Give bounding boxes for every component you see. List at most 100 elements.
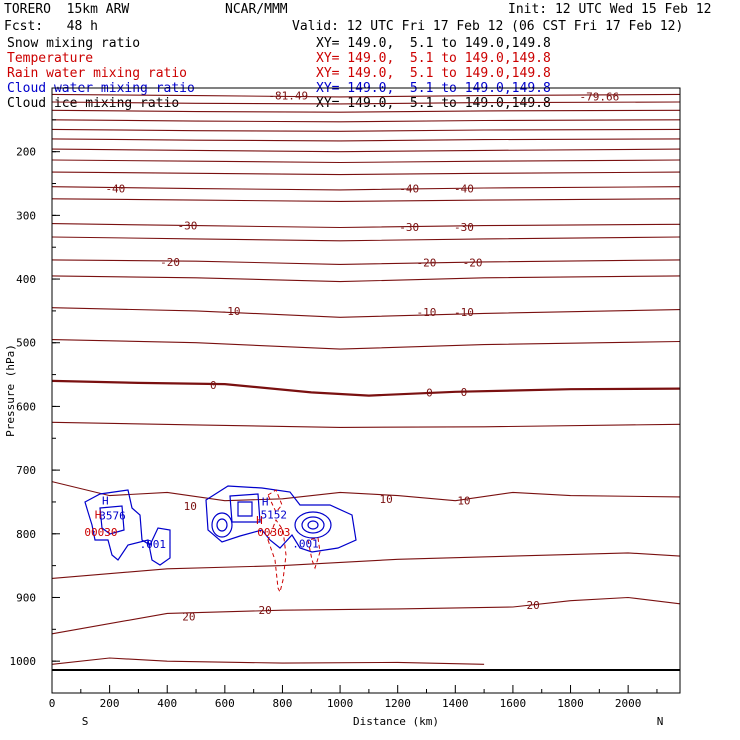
field-name-temperature: Temperature — [7, 51, 94, 66]
y-tick-label: 500 — [16, 337, 36, 350]
isotherm-label: -20 — [463, 256, 483, 269]
isotherm-line — [51, 148, 681, 153]
y-tick-label: 700 — [16, 464, 36, 477]
isotherm-line — [51, 171, 681, 176]
isotherm-label: -10 — [221, 305, 241, 318]
cloud-water-contour — [205, 485, 357, 553]
isotherm-label: -40 — [399, 183, 419, 196]
isotherm-label: -79.66 — [579, 90, 619, 103]
x-tick-label: 1000 — [327, 697, 354, 710]
isotherm-line — [51, 186, 681, 191]
rain-contour — [307, 537, 321, 570]
cloud-water-label: H — [102, 495, 109, 508]
y-tick-label: 900 — [16, 591, 36, 604]
x-tick-label: 600 — [215, 697, 235, 710]
field-xy-temperature: XY= 149.0, 5.1 to 149.0,149.8 — [316, 51, 551, 66]
isotherm-line — [51, 275, 681, 283]
cloud-water-label: 3576 — [99, 509, 126, 522]
x-tick-label: 1400 — [442, 697, 469, 710]
isotherm-label: 0 — [461, 386, 468, 399]
temperature-isotherms: -81.49 -79.66 -40 -30 -20 -10 0 10 20 -40 -40 -30 -3… — [51, 90, 681, 665]
x-tick-label: 200 — [100, 697, 120, 710]
init-time: Init: 12 UTC Wed 15 Feb 12 — [508, 2, 712, 17]
isotherm-line — [51, 339, 681, 350]
x-tick-label: 0 — [49, 697, 56, 710]
rain-contour — [267, 518, 287, 594]
isotherm-line — [51, 259, 681, 265]
isotherm-label: -40 — [105, 183, 125, 196]
plot-frame — [51, 87, 681, 694]
isotherm-label: 0 — [210, 379, 217, 392]
x-tick-label: 2000 — [615, 697, 642, 710]
isotherm-label: -30 — [454, 221, 474, 234]
isotherm-line — [51, 119, 681, 123]
isotherm-line — [51, 481, 681, 502]
isotherm-label: 10 — [457, 495, 470, 508]
isotherm-line — [51, 93, 681, 98]
y-tick-label: 600 — [16, 400, 36, 413]
y-tick-label: 400 — [16, 273, 36, 286]
y-tick-label: 200 — [16, 146, 36, 159]
cloud-water-contour — [301, 516, 325, 534]
x-tick-label: 1600 — [500, 697, 527, 710]
field-xy-snow: XY= 149.0, 5.1 to 149.0,149.8 — [316, 36, 551, 51]
isotherm-label: -40 — [454, 183, 474, 196]
isotherm-line — [51, 657, 485, 665]
isotherm-label: 10 — [184, 500, 197, 513]
y-tick-label: 800 — [16, 528, 36, 541]
isotherm-label: -20 — [417, 256, 437, 269]
isotherm-line — [51, 109, 681, 113]
isotherm-line — [51, 101, 681, 105]
model-title: TORERO 15km ARW — [4, 2, 130, 17]
isotherm-line — [51, 236, 681, 242]
field-xy-rain: XY= 149.0, 5.1 to 149.0,149.8 — [316, 66, 551, 81]
cloud-water-contour — [307, 520, 319, 530]
x-tick-label: 400 — [157, 697, 177, 710]
cloud-water-label: .001 — [292, 537, 319, 550]
isotherm-label: 0 — [426, 386, 433, 399]
org-label: NCAR/MMM — [225, 2, 288, 17]
rain-label: 00030 — [84, 526, 117, 539]
isotherm-line — [51, 128, 681, 132]
cloud-water-contour — [211, 512, 233, 538]
isotherm-line — [51, 421, 681, 428]
isotherm-line — [51, 159, 681, 164]
rain-label: 00303 — [257, 526, 290, 539]
y-tick-label: 300 — [16, 209, 36, 222]
cloud-water-contour — [84, 489, 171, 566]
cloud-water-label: 5152 — [261, 509, 288, 522]
y-tick-label: 1000 — [10, 655, 37, 668]
isotherm-line — [51, 307, 681, 318]
isotherm-line — [51, 138, 681, 142]
cloud-water-contour — [216, 518, 228, 532]
isotherm-label: 20 — [182, 611, 195, 624]
isotherm-label: -81.49 — [268, 90, 308, 103]
cloud-water-contour — [99, 505, 125, 535]
y-axis-label: Pressure (hPa) — [4, 344, 17, 437]
rain-label: H — [95, 509, 102, 522]
endpoint-north: N — [657, 715, 664, 728]
cloud-water-label: .001 — [140, 538, 167, 551]
isotherm-label: -30 — [399, 221, 419, 234]
isotherm-line — [51, 596, 681, 635]
rain-label: H — [256, 514, 263, 527]
x-axis-label: Distance (km) — [353, 715, 439, 728]
cloud-water-contour — [294, 511, 332, 539]
x-tick-label: 1200 — [384, 697, 411, 710]
x-tick-label: 1800 — [557, 697, 584, 710]
endpoint-south: S — [82, 715, 89, 728]
field-xy-cloud-ice: XY= 149.0, 5.1 to 149.0,149.8 — [316, 96, 551, 111]
isotherm-label: -20 — [160, 256, 180, 269]
cloud-water-label: H — [262, 495, 269, 508]
isotherm-label: -30 — [177, 220, 197, 233]
isotherm-label: 10 — [380, 493, 393, 506]
isotherm-label: -10 — [417, 306, 437, 319]
isotherm-line — [51, 223, 681, 229]
field-name-snow: Snow mixing ratio — [7, 36, 141, 51]
field-name-rain: Rain water mixing ratio — [7, 66, 188, 81]
isotherm-label: -10 — [454, 306, 474, 319]
valid-time: Valid: 12 UTC Fri 17 Feb 12 (06 CST Fri … — [292, 19, 684, 34]
isotherm-line — [51, 552, 681, 579]
